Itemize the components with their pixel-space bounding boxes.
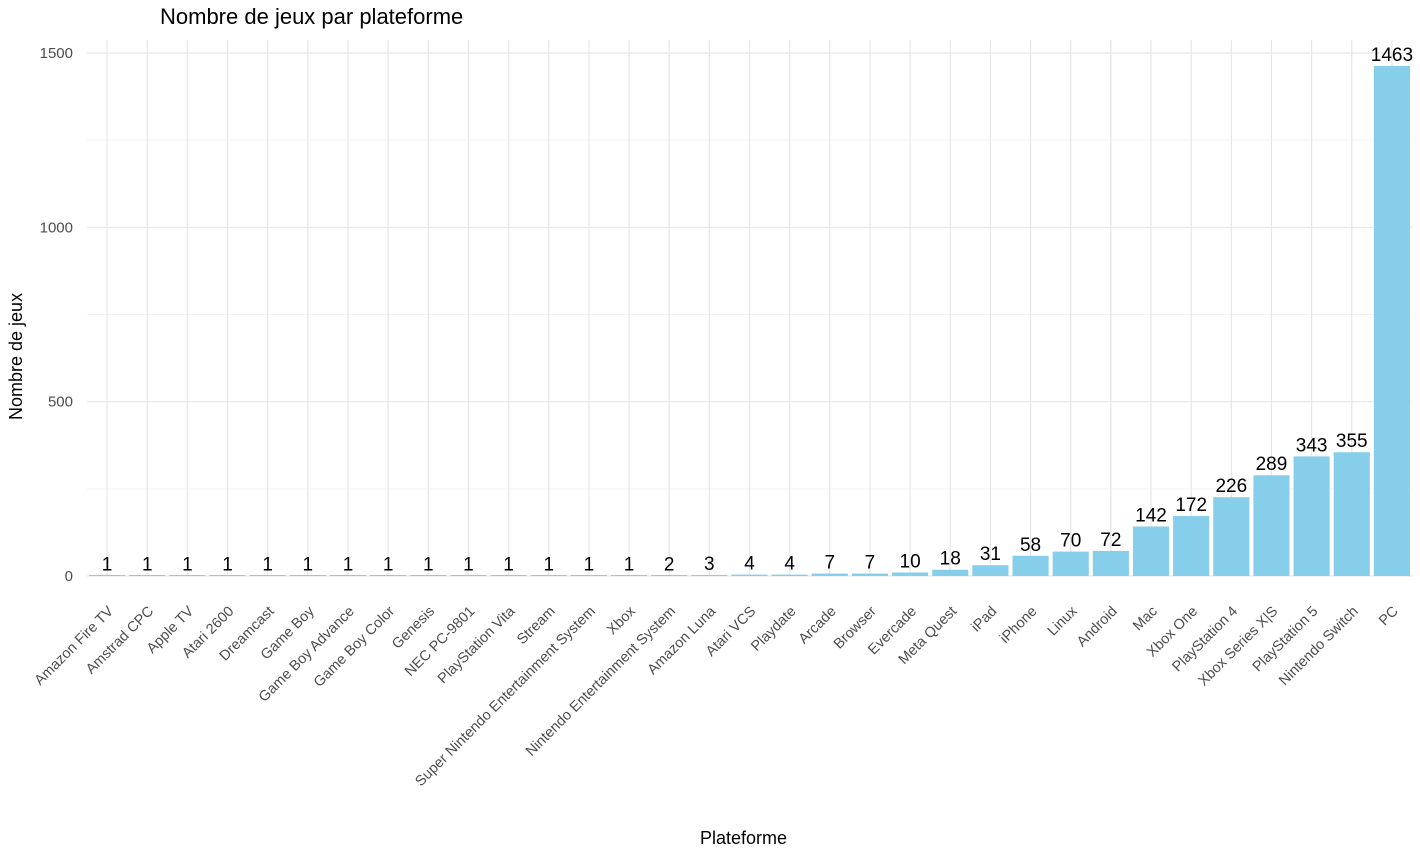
bar	[892, 572, 929, 576]
bar	[329, 575, 367, 576]
data-label: 1	[423, 555, 434, 576]
x-axis-label: Plateforme	[700, 828, 788, 848]
x-tick-label: NEC PC-9801	[402, 604, 478, 680]
bar	[731, 574, 768, 576]
data-label: 1	[303, 555, 314, 576]
data-label: 4	[784, 554, 795, 575]
bar	[1373, 65, 1410, 576]
data-label: 289	[1256, 454, 1288, 475]
data-label: 72	[1100, 530, 1121, 551]
y-tick-label: 0	[65, 568, 73, 585]
bar	[651, 575, 688, 576]
data-label: 58	[1020, 535, 1041, 556]
bar	[972, 565, 1009, 576]
bar	[610, 575, 648, 576]
bar	[450, 575, 487, 576]
bar	[1012, 555, 1049, 576]
bar	[129, 575, 166, 576]
data-label: 1	[543, 555, 554, 576]
data-label: 7	[865, 553, 876, 574]
x-tick-label: Mac	[1130, 604, 1161, 635]
bar	[771, 574, 808, 576]
data-label: 3	[704, 554, 715, 575]
grid-layer	[87, 40, 1412, 577]
data-label: 7	[825, 553, 836, 574]
bar	[1333, 452, 1370, 576]
bar	[851, 573, 889, 576]
x-tick-label: Linux	[1045, 603, 1081, 639]
y-tick-label: 500	[48, 394, 73, 411]
data-label: 226	[1215, 476, 1247, 497]
bar	[1253, 475, 1290, 576]
bar	[1173, 516, 1210, 576]
data-label: 1	[503, 555, 514, 576]
y-axis-ticks: 0 500 1000 1500	[40, 45, 73, 585]
data-label: 1	[102, 555, 113, 576]
bar	[1293, 456, 1330, 576]
bar	[1213, 497, 1250, 576]
bar	[410, 575, 447, 576]
x-tick-label: Xbox	[604, 603, 639, 638]
data-label: 142	[1135, 505, 1167, 526]
y-tick-label: 1500	[40, 45, 73, 62]
bar	[811, 573, 848, 576]
data-label: 70	[1060, 531, 1081, 552]
data-label: 1	[142, 555, 153, 576]
x-tick-label: iPad	[968, 604, 1000, 636]
bar	[570, 575, 607, 576]
data-label: 1	[463, 555, 474, 576]
data-label: 1463	[1371, 45, 1413, 66]
data-label: 1	[343, 555, 354, 576]
data-label: 1	[584, 555, 595, 576]
bar	[691, 574, 728, 576]
data-label: 4	[744, 554, 755, 575]
data-labels-layer: 1 1 1 1 1 1 1 1 1 1 1 1 1 1 2 3 4 4 7 7 10 18 31 58 70 72 142 172 22…	[102, 45, 1413, 576]
x-tick-label: Playdate	[748, 604, 799, 655]
x-tick-label: iPhone	[997, 604, 1040, 647]
data-label: 1	[624, 555, 635, 576]
data-label: 2	[664, 554, 675, 575]
bar	[530, 575, 567, 576]
bar	[932, 569, 969, 576]
bar	[370, 575, 407, 576]
bar	[490, 575, 527, 576]
chart-title: Nombre de jeux par plateforme	[160, 4, 464, 29]
data-label: 172	[1175, 495, 1207, 516]
bar	[1132, 526, 1170, 576]
bar	[249, 575, 286, 576]
data-label: 1	[383, 555, 394, 576]
data-label: 18	[940, 549, 961, 570]
data-label: 10	[900, 552, 921, 573]
bar	[289, 575, 326, 576]
bar	[1092, 550, 1129, 576]
data-label: 1	[182, 555, 193, 576]
x-tick-label: PC	[1376, 604, 1402, 630]
y-tick-label: 1000	[40, 219, 73, 236]
bar	[169, 575, 206, 576]
bar	[1052, 551, 1089, 576]
data-label: 1	[262, 555, 273, 576]
bar	[89, 575, 126, 576]
data-label: 343	[1296, 435, 1328, 456]
data-label: 355	[1336, 431, 1368, 452]
bar	[209, 575, 246, 576]
bars-layer	[89, 65, 1410, 576]
x-tick-label: Android	[1074, 604, 1121, 651]
data-label: 31	[980, 544, 1001, 565]
data-label: 1	[222, 555, 233, 576]
